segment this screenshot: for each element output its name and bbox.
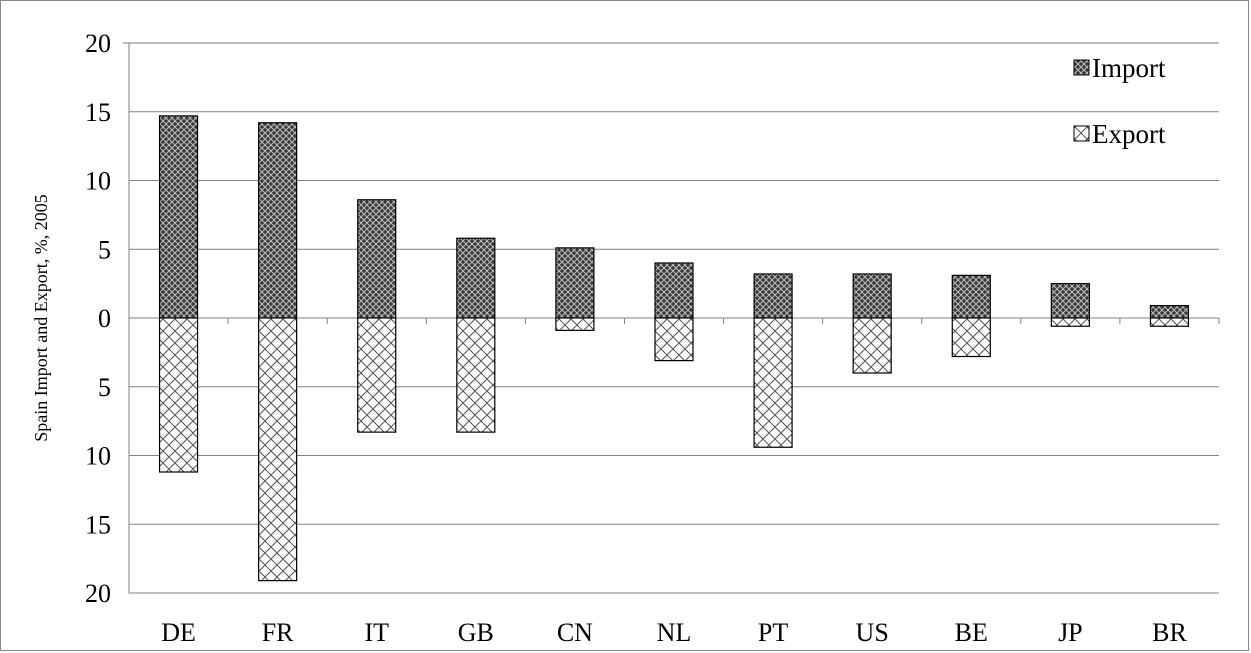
x-tick-label: US	[856, 618, 889, 647]
x-tick-label: FR	[262, 618, 294, 647]
bar-import	[158, 115, 199, 319]
bar-import	[258, 122, 298, 319]
x-tick-label: BR	[1152, 618, 1187, 647]
bar-import	[555, 247, 595, 319]
bar-export	[1149, 317, 1190, 327]
bar-export	[654, 317, 694, 362]
y-tick-label: 10	[85, 442, 111, 471]
bar-import	[852, 273, 892, 319]
y-tick-label: 10	[85, 167, 111, 196]
bar-import	[654, 262, 694, 319]
y-tick-label: 5	[98, 373, 111, 402]
bar-import	[753, 273, 793, 319]
y-tick-label: 15	[85, 98, 111, 127]
bars	[158, 115, 1190, 582]
bar-import	[951, 274, 991, 319]
legend-swatch-import	[1073, 59, 1090, 76]
bar-export	[753, 317, 793, 448]
bar-export	[357, 317, 397, 433]
x-tick-label: PT	[758, 618, 788, 647]
bar-import	[1050, 283, 1090, 319]
x-tick-label: JP	[1058, 618, 1083, 647]
gridlines	[129, 42, 1219, 594]
bar-import	[456, 237, 496, 319]
y-tick-label: 5	[98, 235, 111, 264]
bar-export	[158, 317, 199, 473]
legend-label-import: Import	[1092, 53, 1166, 83]
x-tick-label: CN	[557, 618, 593, 647]
bar-export	[258, 317, 298, 582]
x-tick-label: GB	[458, 618, 494, 647]
x-tick-label: BE	[955, 618, 988, 647]
bar-import	[1149, 305, 1190, 319]
bar-import	[357, 199, 397, 319]
y-axis-title: Spain Import and Export, %, 2005	[31, 194, 51, 441]
legend-swatch-export	[1073, 125, 1090, 142]
bar-export	[951, 317, 991, 358]
y-tick-label: 0	[98, 304, 111, 333]
bar-export	[852, 317, 892, 374]
legend: Import Export	[1073, 53, 1166, 149]
y-tick-label: 20	[85, 29, 111, 58]
bar-export	[1050, 317, 1090, 327]
x-tick-label: IT	[364, 618, 389, 647]
tick-labels: 20 15 10 5 0 5 10 15 20 DE FR IT GB CN NL PT US BE JP BR	[85, 29, 1187, 647]
x-tick-label: DE	[161, 618, 196, 647]
x-tick-label: NL	[657, 618, 692, 647]
bar-export	[456, 317, 496, 433]
legend-label-export: Export	[1092, 119, 1166, 149]
y-tick-label: 20	[85, 579, 111, 608]
y-tick-label: 15	[85, 510, 111, 539]
bar-export	[555, 317, 595, 331]
